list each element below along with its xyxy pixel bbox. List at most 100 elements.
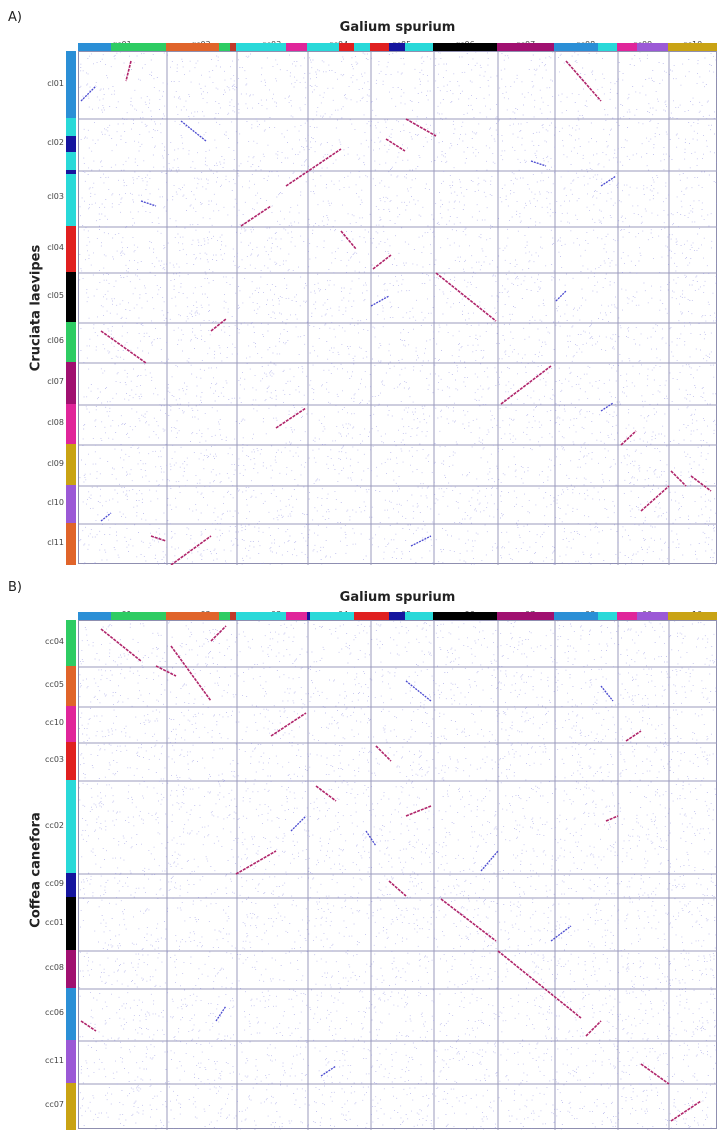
synteny-block-minor — [215, 1005, 227, 1022]
synteny-block — [210, 625, 227, 642]
row-label-cc01: cc01 — [45, 917, 64, 927]
row-chromosome-segment — [66, 118, 76, 137]
column-chromosome-segment — [598, 43, 618, 51]
background-hits — [79, 52, 717, 565]
synteny-block-minor — [100, 512, 112, 522]
column-chromosome-segment — [554, 43, 599, 51]
row-chromosome-segment — [66, 950, 76, 989]
synteny-block — [625, 730, 642, 742]
row-label-cc06: cc06 — [45, 1008, 64, 1017]
panel-b-title: Galium spurium — [339, 590, 456, 605]
synteny-block — [385, 138, 406, 152]
row-chromosome-segment — [66, 151, 76, 171]
column-chromosome-segment — [388, 612, 406, 620]
row-chromosome-segment — [66, 362, 76, 405]
column-chromosome-segment — [354, 43, 371, 51]
synteny-dots — [79, 52, 717, 565]
row-label-cl03: cl03 — [47, 192, 64, 201]
synteny-block — [375, 745, 392, 762]
row-label-cl05: cl05 — [47, 291, 64, 300]
row-label-cc08: cc08 — [45, 963, 64, 972]
row-label-cc03: cc03 — [45, 755, 64, 764]
synteny-block-minor — [410, 535, 432, 547]
background-hits — [79, 621, 717, 1130]
synteny-block — [565, 60, 602, 102]
column-chromosome-segment — [310, 612, 355, 620]
column-chromosome-segment — [554, 612, 599, 620]
column-chromosome-segment — [111, 612, 167, 620]
column-chromosome-segment — [637, 612, 669, 620]
row-label-cc10: cc10 — [45, 718, 64, 727]
row-label-cc05: cc05 — [45, 680, 64, 689]
synteny-block — [372, 254, 392, 270]
panel-a-title: Galium spurium — [339, 20, 456, 35]
row-label-cc04: cc04 — [45, 637, 64, 646]
synteny-block — [100, 330, 147, 364]
row-chromosome-segment — [66, 485, 76, 524]
synteny-block — [497, 950, 582, 1019]
synteny-block — [670, 1100, 702, 1122]
column-chromosome-segment — [433, 43, 498, 51]
synteny-block — [440, 898, 497, 942]
row-chromosome-segment — [66, 1040, 76, 1084]
column-chromosome-segment — [230, 43, 237, 51]
column-chromosome-segment — [433, 612, 498, 620]
row-label-cl11: cl11 — [47, 537, 64, 547]
row-chromosome-segment — [66, 404, 76, 445]
synteny-block — [435, 272, 497, 322]
synteny-block — [275, 407, 307, 429]
panel-a-ylabel: Cruciata laevipes — [28, 244, 44, 372]
row-chromosome-segment — [66, 988, 76, 1041]
synteny-block-minor — [290, 815, 307, 832]
column-chromosome-segment — [404, 43, 434, 51]
synteny-block — [150, 535, 167, 542]
column-chromosome-segment — [285, 43, 308, 51]
column-chromosome-segment — [497, 43, 555, 51]
row-chromosome-segment — [66, 666, 76, 707]
synteny-block — [388, 880, 407, 897]
synteny-block-minor — [80, 85, 97, 102]
panel-a-label: A) — [8, 10, 22, 25]
synteny-block-minor — [370, 295, 390, 307]
dotplot-grid — [78, 620, 717, 1130]
synteny-block-minor — [180, 120, 207, 142]
synteny-block — [315, 785, 337, 802]
row-chromosome-segment — [66, 706, 76, 743]
row-label-cl02: cl02 — [47, 138, 64, 147]
synteny-block — [670, 470, 687, 487]
panel-b-label: B) — [8, 580, 22, 595]
panel-b-ylabel: Coffea canefora — [28, 812, 44, 928]
synteny-block — [270, 712, 307, 737]
column-chromosome-segment — [218, 612, 231, 620]
column-chromosome-segment — [617, 612, 638, 620]
synteny-block — [405, 118, 437, 137]
row-label-cl04: cl04 — [47, 243, 64, 252]
row-label-cl09: cl09 — [47, 458, 64, 468]
column-chromosome-segment — [285, 612, 308, 620]
synteny-block — [155, 665, 177, 677]
row-label-cc11: cc11 — [45, 1055, 64, 1065]
synteny-block — [235, 850, 277, 875]
column-chromosome-segment — [637, 43, 669, 51]
synteny-block — [210, 318, 227, 332]
row-chromosome-segment — [66, 226, 76, 273]
row-chromosome-segment — [66, 620, 76, 667]
synteny-block-minor — [405, 680, 432, 702]
row-label-cl10: cl10 — [47, 498, 64, 507]
row-label-cc09: cc09 — [45, 879, 64, 888]
synteny-block-minor — [600, 175, 617, 187]
column-chromosome-segment — [668, 612, 717, 620]
row-chromosome-segment — [66, 444, 76, 486]
column-chromosome-segment — [236, 43, 287, 51]
synteny-block — [500, 365, 552, 405]
row-chromosome-segment — [66, 322, 76, 363]
synteny-block-minor — [550, 925, 572, 942]
column-chromosome-segment — [230, 612, 237, 620]
row-chromosome-segment — [66, 174, 76, 227]
synteny-block-minor — [320, 1065, 337, 1077]
synteny-block — [170, 535, 212, 565]
synteny-block-minor — [140, 200, 157, 207]
row-chromosome-segment — [66, 1083, 76, 1130]
column-chromosome-segment — [236, 612, 287, 620]
column-chromosome-segment — [388, 43, 406, 51]
